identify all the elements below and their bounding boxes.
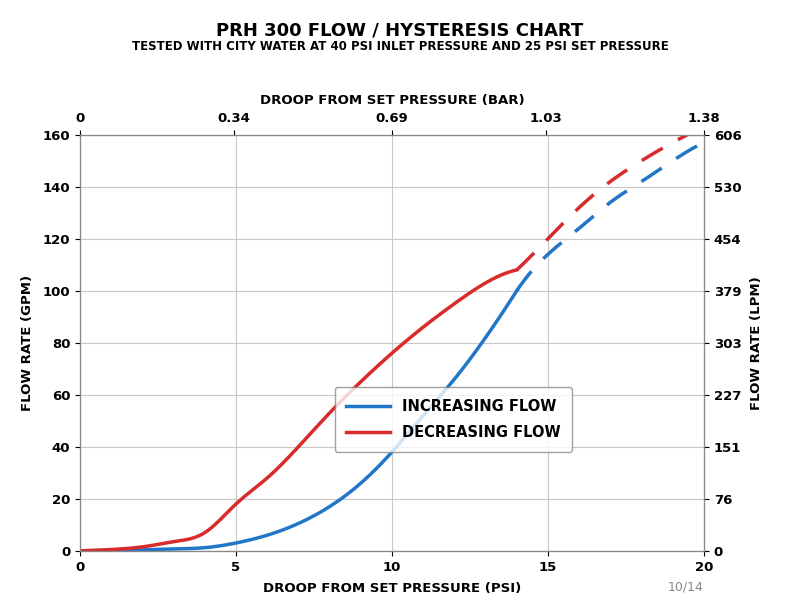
Y-axis label: FLOW RATE (LPM): FLOW RATE (LPM) bbox=[750, 276, 763, 409]
Text: PRH 300 FLOW / HYSTERESIS CHART: PRH 300 FLOW / HYSTERESIS CHART bbox=[216, 21, 584, 39]
Y-axis label: FLOW RATE (GPM): FLOW RATE (GPM) bbox=[22, 275, 34, 411]
X-axis label: DROOP FROM SET PRESSURE (PSI): DROOP FROM SET PRESSURE (PSI) bbox=[263, 582, 521, 595]
Legend: INCREASING FLOW, DECREASING FLOW: INCREASING FLOW, DECREASING FLOW bbox=[334, 387, 572, 452]
Text: 10/14: 10/14 bbox=[668, 581, 704, 594]
Text: TESTED WITH CITY WATER AT 40 PSI INLET PRESSURE AND 25 PSI SET PRESSURE: TESTED WITH CITY WATER AT 40 PSI INLET P… bbox=[132, 40, 668, 53]
X-axis label: DROOP FROM SET PRESSURE (BAR): DROOP FROM SET PRESSURE (BAR) bbox=[260, 94, 524, 106]
